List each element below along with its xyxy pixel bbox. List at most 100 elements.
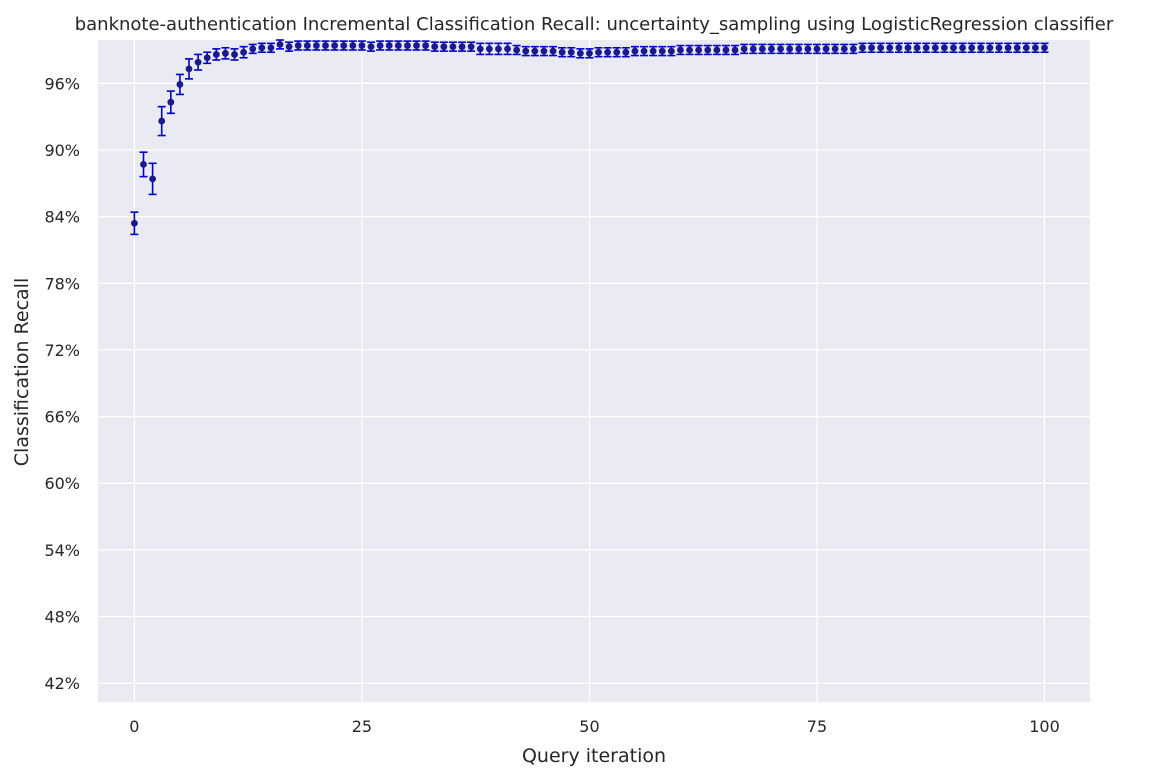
data-point	[721, 44, 730, 56]
point-marker	[740, 45, 748, 53]
point-marker	[576, 49, 584, 57]
y-tick-label: 66%	[44, 408, 80, 427]
point-marker	[786, 45, 794, 53]
point-marker	[704, 46, 712, 54]
point-marker	[1004, 44, 1012, 52]
point-marker	[895, 44, 903, 52]
point-marker	[940, 44, 948, 52]
data-point	[621, 46, 630, 58]
data-point	[403, 40, 412, 51]
point-marker	[303, 42, 311, 49]
data-point	[330, 40, 339, 51]
data-point	[539, 45, 548, 57]
point-marker	[950, 44, 957, 52]
data-point	[467, 41, 476, 52]
point-marker	[995, 44, 1003, 52]
data-point	[740, 43, 749, 55]
data-point	[967, 42, 976, 54]
point-marker	[203, 54, 211, 62]
data-point	[840, 43, 849, 55]
data-point	[640, 45, 649, 57]
point-marker	[194, 58, 202, 66]
data-point	[922, 42, 931, 54]
data-point	[812, 43, 821, 55]
point-marker	[558, 48, 566, 56]
point-marker	[222, 49, 229, 57]
point-marker	[531, 47, 539, 55]
data-point	[412, 40, 421, 51]
data-point	[321, 40, 330, 51]
x-tick-label: 0	[129, 717, 139, 736]
point-marker	[185, 65, 193, 73]
point-marker	[267, 44, 275, 52]
data-point	[385, 40, 394, 51]
data-point	[822, 43, 831, 55]
data-points	[130, 39, 1049, 236]
point-marker	[595, 48, 602, 56]
point-marker	[631, 47, 639, 55]
point-marker	[622, 48, 630, 56]
point-marker	[777, 45, 784, 53]
data-point	[175, 73, 184, 96]
data-point	[521, 45, 530, 57]
point-marker	[977, 44, 985, 52]
point-marker	[495, 45, 502, 53]
y-tick-label: 84%	[44, 208, 80, 227]
data-point	[303, 40, 312, 51]
data-point	[239, 45, 248, 59]
point-marker	[294, 42, 302, 49]
data-point	[649, 45, 658, 57]
data-point	[230, 48, 239, 61]
x-axis-label: Query iteration	[522, 745, 666, 767]
data-point	[248, 43, 257, 55]
point-marker	[922, 44, 930, 52]
point-marker	[158, 117, 166, 125]
point-marker	[840, 45, 848, 53]
point-marker	[1013, 44, 1021, 52]
data-point	[430, 41, 439, 52]
data-point	[285, 41, 294, 52]
data-point	[876, 42, 885, 54]
data-point	[867, 42, 876, 54]
point-marker	[859, 44, 866, 52]
point-marker	[285, 43, 293, 51]
data-point	[940, 42, 949, 54]
point-marker	[258, 44, 266, 52]
point-marker	[522, 47, 530, 55]
point-marker	[376, 42, 384, 49]
data-point	[367, 41, 376, 52]
data-point	[312, 40, 321, 51]
data-point	[913, 42, 922, 54]
data-point	[758, 43, 767, 55]
point-marker	[931, 44, 939, 52]
data-point	[1013, 42, 1022, 54]
point-marker	[604, 48, 612, 56]
chart-title: banknote-authentication Incremental Clas…	[75, 14, 1114, 35]
point-marker	[422, 42, 430, 49]
point-marker	[758, 45, 766, 53]
y-tick-label: 78%	[44, 274, 80, 293]
y-tick-label: 90%	[44, 141, 80, 160]
data-point	[903, 42, 912, 54]
y-tick-label: 54%	[44, 541, 80, 560]
point-marker	[959, 44, 966, 52]
plot-area	[98, 40, 1090, 702]
data-point	[949, 42, 958, 54]
data-point	[530, 45, 539, 57]
y-tick-label: 60%	[44, 474, 80, 493]
data-point	[849, 43, 858, 55]
point-marker	[677, 46, 684, 54]
data-point	[712, 44, 721, 56]
point-marker	[695, 46, 703, 54]
point-marker	[667, 47, 675, 55]
data-point	[858, 42, 867, 54]
data-point	[139, 151, 148, 178]
point-marker	[485, 45, 493, 53]
point-marker	[549, 47, 557, 55]
point-marker	[849, 45, 857, 53]
point-marker	[877, 44, 885, 52]
point-marker	[586, 49, 593, 57]
point-marker	[449, 43, 457, 51]
data-point	[731, 44, 740, 56]
x-tick-label: 100	[1029, 717, 1060, 736]
